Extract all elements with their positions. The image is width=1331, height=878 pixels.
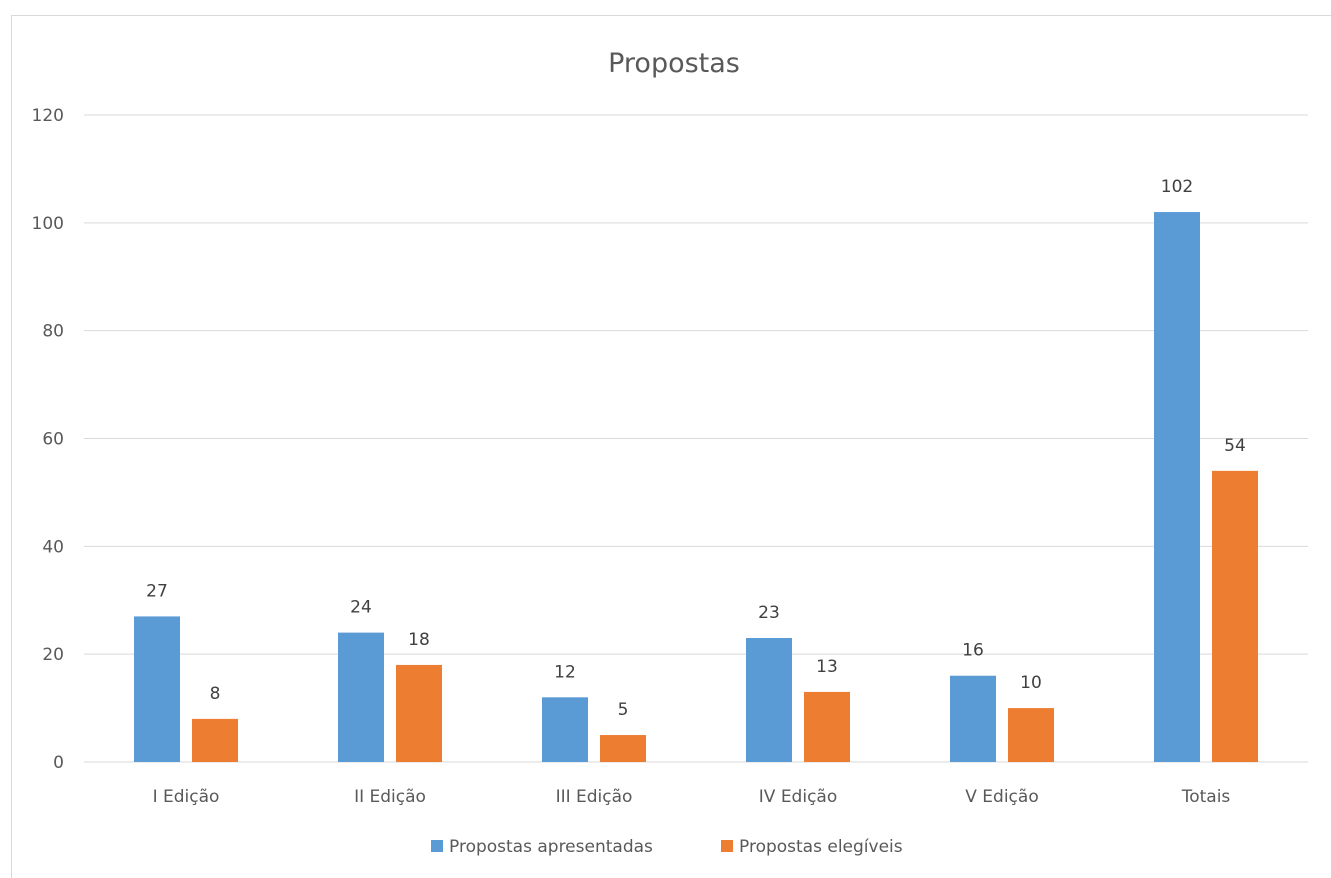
- category-label: I Edição: [153, 787, 220, 807]
- category-label: V Edição: [965, 787, 1038, 807]
- bar-apresentadas: [134, 616, 180, 762]
- bar-elegiveis: [1212, 470, 1258, 762]
- legend-label: Propostas elegíveis: [739, 837, 903, 857]
- x-axis-category-labels: I Edição II Edição III Edição IV Edição V Ed…: [153, 787, 1231, 807]
- bar-elegiveis: [192, 718, 238, 762]
- legend-swatch: [431, 840, 443, 852]
- bar-apresentadas: [542, 697, 588, 762]
- data-label: 102: [1161, 177, 1193, 197]
- data-label: 16: [962, 641, 984, 661]
- gridlines: [84, 114, 1308, 763]
- bar-apresentadas: [338, 632, 384, 762]
- data-label: 23: [758, 603, 780, 623]
- bar-apresentadas: [950, 675, 996, 762]
- data-label: 13: [816, 657, 838, 677]
- y-tick-label: 80: [42, 322, 64, 342]
- category-label: III Edição: [556, 787, 633, 807]
- data-label: 24: [350, 598, 372, 618]
- data-label: 12: [554, 662, 576, 682]
- legend-label: Propostas apresentadas: [449, 837, 653, 857]
- category-label: IV Edição: [759, 787, 837, 807]
- bar-elegiveis: [1008, 708, 1054, 762]
- data-label: 10: [1020, 673, 1042, 693]
- legend: Propostas apresentadas Propostas elegívei…: [431, 837, 903, 857]
- y-axis-tick-labels: 0 20 40 60 80 100 120: [32, 106, 64, 773]
- data-label: 54: [1224, 436, 1246, 456]
- y-tick-label: 0: [53, 753, 64, 773]
- y-tick-label: 60: [42, 430, 64, 450]
- y-tick-label: 40: [42, 537, 64, 557]
- bars: [134, 212, 1258, 763]
- bar-elegiveis: [396, 664, 442, 762]
- data-label: 5: [618, 700, 629, 720]
- y-tick-label: 20: [42, 645, 64, 665]
- bar-elegiveis: [804, 691, 850, 762]
- chart-title: Propostas: [608, 48, 740, 79]
- legend-swatch: [721, 840, 733, 852]
- bar-apresentadas: [746, 637, 792, 762]
- data-label: 8: [210, 684, 221, 704]
- y-tick-label: 120: [32, 106, 64, 126]
- data-label: 27: [146, 581, 168, 601]
- bar-elegiveis: [600, 735, 646, 762]
- category-label: II Edição: [354, 787, 426, 807]
- y-tick-label: 100: [32, 214, 64, 234]
- data-label: 18: [408, 630, 430, 650]
- bar-apresentadas: [1154, 212, 1200, 763]
- category-label: Totais: [1181, 787, 1231, 807]
- data-labels: 27 8 24 18 12 5 23 13 16 10 102 54: [146, 177, 1246, 720]
